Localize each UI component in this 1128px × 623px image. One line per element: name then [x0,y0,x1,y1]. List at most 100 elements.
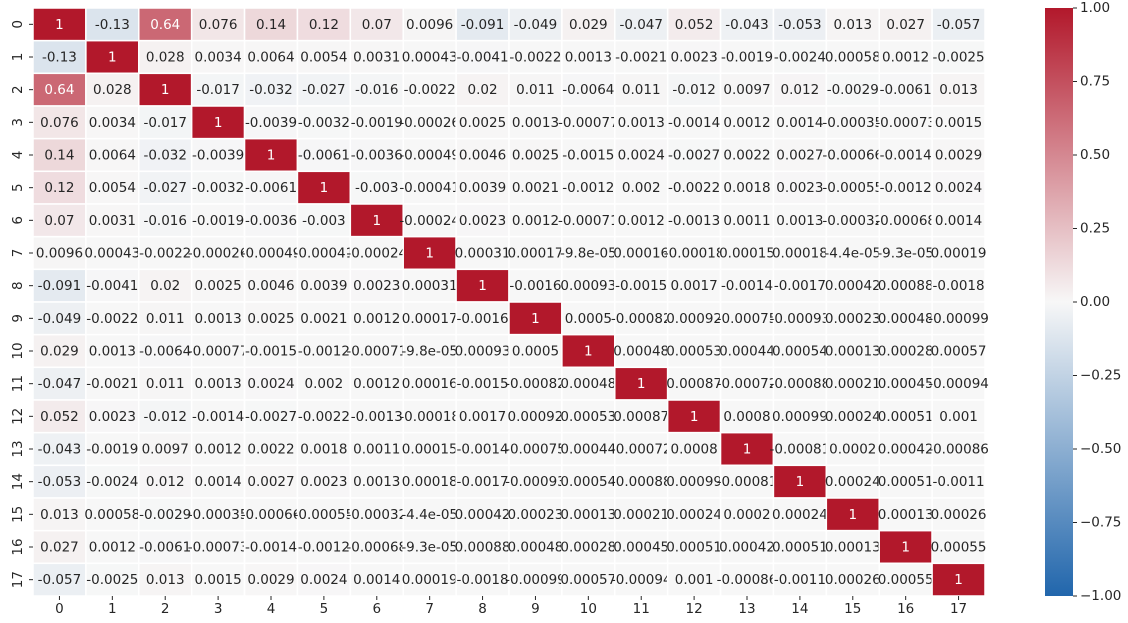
y-tick-label: 10 [10,342,26,359]
cell-value-label: -0.00073 [188,540,249,556]
cell-value-label: -0.049 [38,311,82,327]
cell-value-label: 0.028 [146,50,185,66]
heatmap-cell [243,105,299,140]
cell-value-label: -0.0015 [457,376,509,392]
heatmap-cell [455,137,510,173]
cell-value-label: 0.14 [256,17,286,33]
cell-value-label: 0.0096 [406,17,453,33]
cell-value-label: -9.8e-05 [560,246,617,262]
heatmap-cell [666,366,722,401]
cell-value-label: -0.057 [38,572,82,588]
cell-value-label: 0.00058 [825,50,881,66]
cell-value-label: 0.0005 [565,311,612,327]
cell-value-label: 0.00021 [825,376,881,392]
cell-value-label: 0.0022 [247,442,294,458]
cell-value-label: 0.0011 [723,213,770,229]
heatmap-cell [772,529,828,565]
heatmap-cell [878,431,933,467]
cell-value-label: -0.0014 [245,540,297,556]
colorbar-tick-label: −0.75 [1080,515,1121,531]
heatmap-cell [32,399,87,434]
cell-value-label: 0.00028 [878,344,934,360]
cell-value-label: 1 [267,148,276,164]
heatmap-cell [719,399,775,434]
y-tick-label: 5 [10,183,26,192]
cell-value-label: 0.013 [40,507,79,523]
heatmap-cell [561,464,616,499]
heatmap-cell [719,497,775,532]
heatmap-cell [666,137,722,173]
cell-value-label: 0.00054 [772,344,828,360]
cell-value-label: 0.0046 [247,278,294,294]
cell-value-label: 0.0027 [247,474,294,490]
cell-value-label: -0.003 [302,213,346,229]
heatmap-cell [190,464,246,499]
heatmap-cell [138,399,193,434]
cell-value-label: 0.00051 [772,540,828,556]
heatmap-cell [402,235,457,271]
y-tick-label: 1 [10,53,26,62]
cell-value-label: -0.0061 [880,82,932,98]
cell-value-label: -0.00024 [346,246,407,262]
heatmap-cell [138,235,193,271]
cell-value-label: 0.0012 [723,115,770,131]
heatmap-cell [878,137,933,173]
cell-value-label: -0.0015 [245,344,297,360]
cell-value-label: -0.0014 [668,115,720,131]
cell-value-label: 0.00013 [560,507,616,523]
heatmap-cell [931,235,986,271]
cell-value-label: 0.00018 [402,474,458,490]
heatmap-cell [614,7,669,42]
y-tick-label: 8 [10,281,26,290]
cell-value-label: -0.053 [778,17,822,33]
heatmap-cell [402,203,457,238]
cell-value-label: 0.00087 [613,409,669,425]
cell-value-label: 0.0021 [512,180,559,196]
heatmap-cell [719,301,775,336]
y-tick-label: 6 [10,216,26,225]
cell-value-label: -0.0029 [139,507,191,523]
heatmap-cell [931,72,986,107]
heatmap-cell [455,562,510,597]
heatmap-cell [931,170,986,205]
cell-value-label: 1 [55,17,64,33]
colorbar-tick-label: 0.00 [1080,294,1110,310]
cell-value-label: 0.00019 [931,246,987,262]
cell-value-label: 0.00045 [613,540,669,556]
heatmap-cell [402,366,457,401]
colorbar: 1.00 0.75 0.50 0.25 0.00 −0.25 −0.50 −0.75 −1.00 [1045,0,1121,604]
cell-value-label: 0.0018 [723,180,770,196]
heatmap-cell [666,39,722,75]
heatmap-cell [719,203,775,238]
cell-value-label: 0.0023 [353,278,400,294]
heatmap-cell [349,105,404,140]
heatmap-cell [666,333,722,369]
cell-value-label: -0.017 [196,82,240,98]
cell-value-label: -0.00088 [770,376,831,392]
cell-value-label: 0.00099 [666,474,722,490]
cell-value-label: -4.4e-05 [824,246,881,262]
cell-value-label: 0.0029 [247,572,294,588]
x-tick-label: 9 [531,601,540,617]
cell-value-label: 1 [320,180,329,196]
cell-value-label: 0.0017 [670,278,717,294]
heatmap-cell [878,7,933,42]
heatmap-cell [614,366,669,401]
cell-value-label: 0.00051 [666,540,722,556]
cell-value-label: -0.043 [725,17,769,33]
cell-value-label: 0.0024 [247,376,294,392]
heatmap-cell [296,268,352,303]
cell-value-label: -0.0014 [457,442,509,458]
cell-value-label: -0.00071 [346,344,407,360]
cell-value-label: -0.00041 [399,180,460,196]
cell-value-label: -0.00035 [822,115,883,131]
cell-value-label: 0.027 [886,17,925,33]
x-tick-label: 11 [633,601,650,617]
cell-value-label: 0.0005 [512,344,559,360]
cell-value-label: 0.00057 [931,344,987,360]
cell-value-label: -0.0025 [933,50,985,66]
cell-value-label: 0.0012 [353,311,400,327]
cell-value-label: 1 [743,442,752,458]
heatmap-cell [614,497,669,532]
cell-value-label: 0.00051 [878,409,934,425]
